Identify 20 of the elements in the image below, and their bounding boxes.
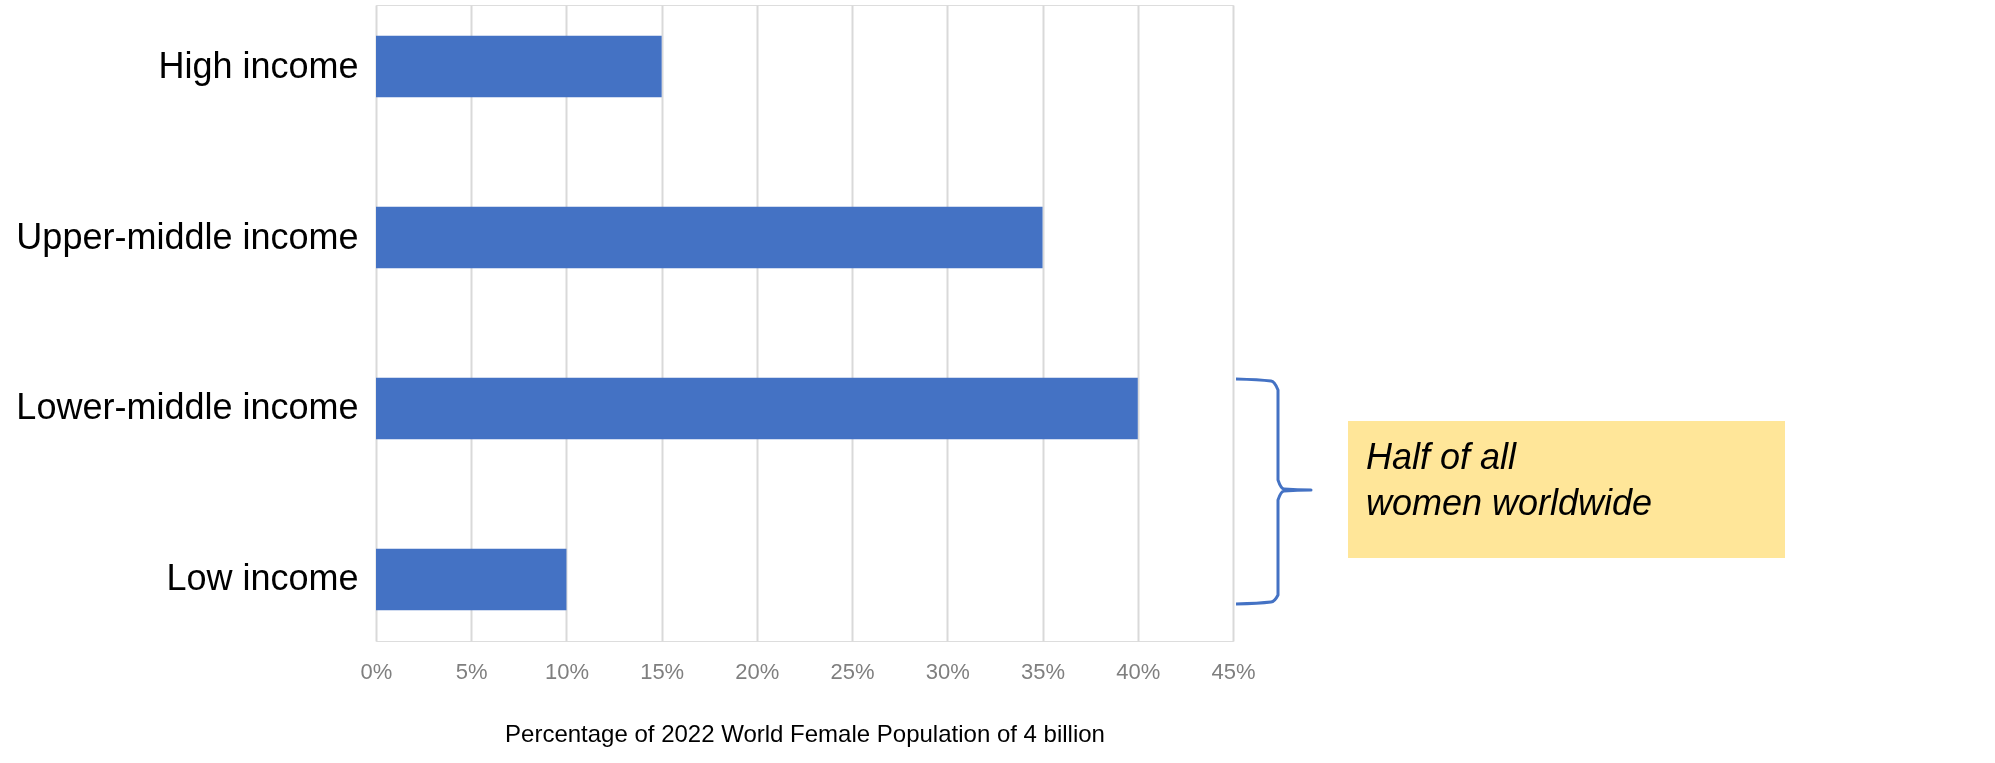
- bar: [376, 206, 1043, 269]
- text: Half of all women worldwide: [1366, 436, 1653, 523]
- x-tick-label: 20%: [735, 658, 780, 684]
- y-tick-label: Upper-middle income: [16, 215, 359, 257]
- x-tick-label: 25%: [830, 658, 875, 684]
- x-tick-label: 10%: [544, 658, 589, 684]
- x-tick-label: 15%: [640, 658, 685, 684]
- bar: [376, 548, 567, 611]
- x-tick-label: 30%: [925, 658, 970, 684]
- bar: [376, 377, 1138, 440]
- bar: [376, 35, 662, 98]
- x-tick-label: 5%: [455, 658, 488, 684]
- x-tick-label: 40%: [1116, 658, 1161, 684]
- x-tick-label: 0%: [360, 658, 393, 684]
- y-tick-label: Lower-middle income: [16, 386, 359, 428]
- x-axis-title: Percentage of 2022 World Female Population of 4 billion: [505, 719, 1105, 747]
- x-tick-label: 45%: [1211, 658, 1256, 684]
- y-tick-label: High income: [158, 44, 359, 86]
- x-tick-label: 35%: [1021, 658, 1066, 684]
- y-tick-label: Low income: [166, 557, 359, 599]
